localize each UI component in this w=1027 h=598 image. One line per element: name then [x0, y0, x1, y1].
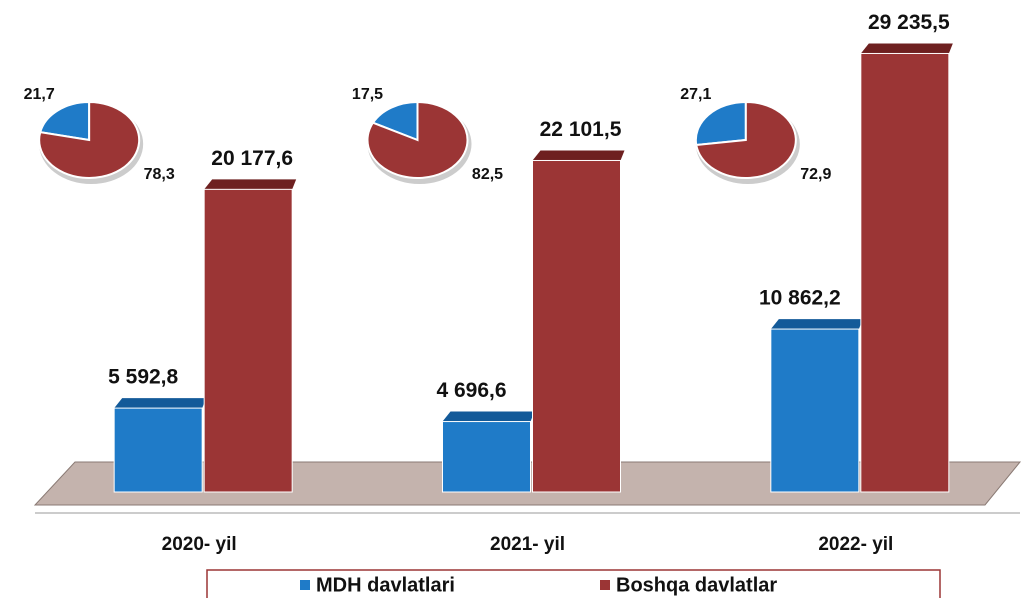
pie-label: 21,7: [24, 86, 55, 103]
pie-slice: [694, 100, 747, 147]
bar: [203, 188, 293, 493]
x-tick-label: 2022- yil: [818, 534, 893, 555]
legend-marker: [300, 580, 310, 590]
pie-slice: [366, 100, 469, 179]
pie-slice: [38, 100, 141, 179]
x-tick-label: 2020- yil: [162, 534, 237, 555]
pie-slice: [38, 100, 91, 142]
bar: [532, 159, 621, 493]
pie-label: 27,1: [680, 86, 711, 103]
bar-top: [770, 319, 863, 330]
bar: [860, 52, 950, 493]
pie-slice: [695, 100, 797, 179]
data-label: 20 177,6: [211, 147, 293, 170]
bar-top: [532, 150, 625, 161]
bar: [113, 407, 203, 493]
pie-label: 82,5: [472, 166, 503, 183]
pie-label: 72,9: [800, 166, 831, 183]
data-label: 29 235,5: [868, 11, 950, 34]
bar-top: [114, 398, 207, 409]
bar: [442, 421, 531, 493]
x-tick-label: 2021- yil: [490, 534, 565, 555]
pie-label: 78,3: [144, 166, 175, 183]
legend-marker: [600, 580, 610, 590]
bar: [770, 328, 860, 493]
legend: [206, 569, 941, 598]
legend-label: Boshqa davlatlar: [616, 574, 777, 596]
legend-label: MDH davlatlari: [316, 574, 455, 596]
data-label: 4 696,6: [436, 379, 506, 402]
data-label: 10 862,2: [759, 287, 841, 310]
bar-top: [204, 179, 297, 190]
data-label: 5 592,8: [108, 366, 178, 389]
bar-top: [442, 411, 535, 422]
pie-label: 17,5: [352, 86, 383, 103]
data-label: 22 101,5: [540, 118, 622, 141]
bar-top: [860, 43, 953, 54]
pie-slice: [371, 100, 419, 142]
